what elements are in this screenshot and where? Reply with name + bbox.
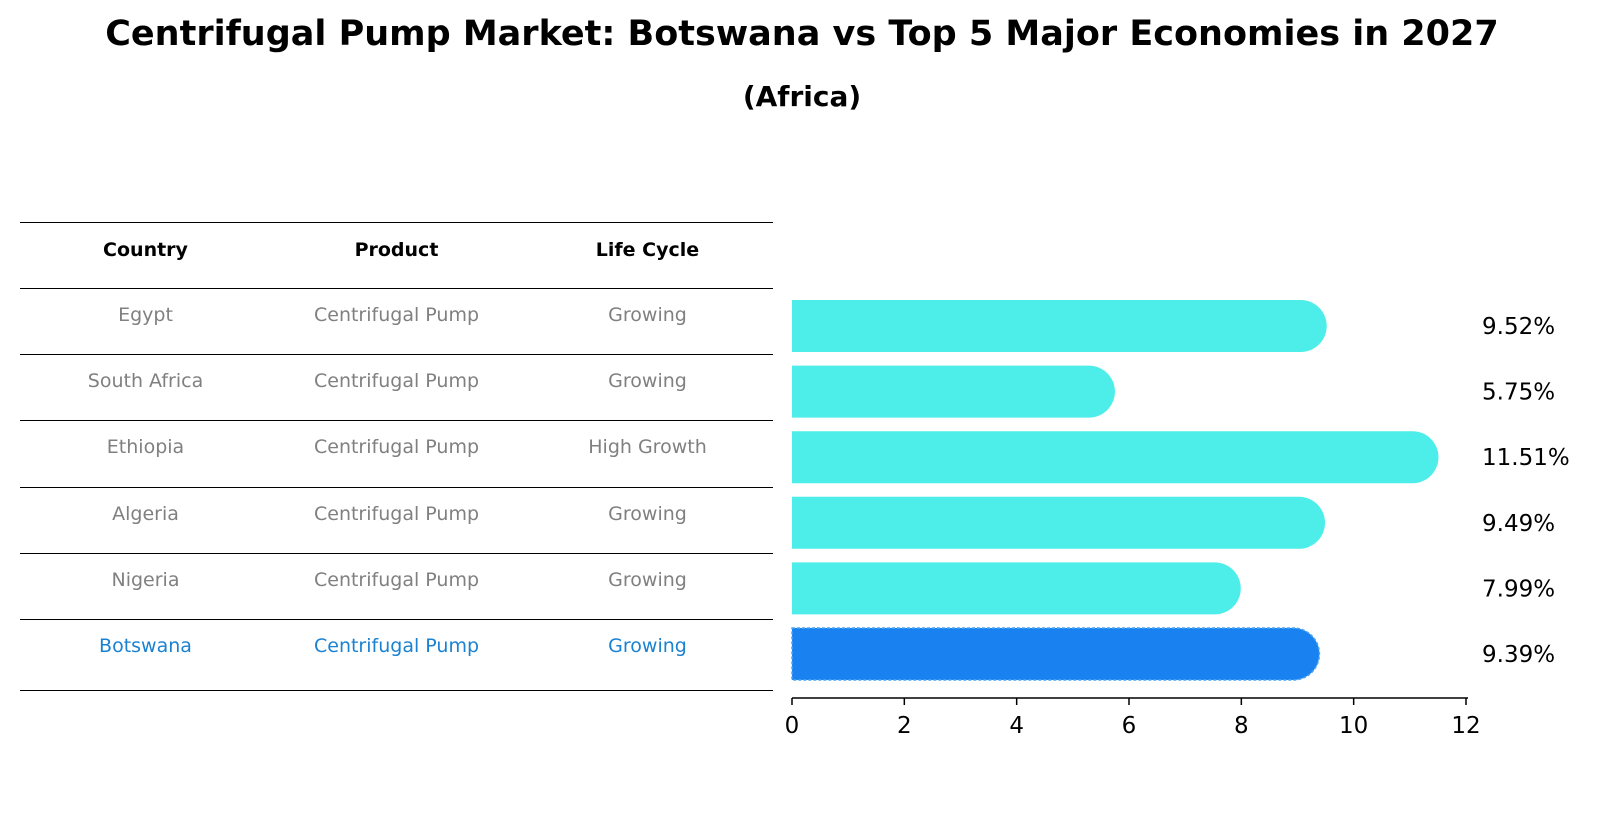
bar-ethiopia xyxy=(792,431,1439,484)
row-algeria-product: Centrifugal Pump xyxy=(313,503,480,525)
row-ethiopia-product: Centrifugal Pump xyxy=(313,436,480,458)
row-algeria-country: Algeria xyxy=(112,503,179,525)
row-ethiopia-life-cycle: High Growth xyxy=(588,436,707,458)
bar-value-label-ethiopia: 11.51% xyxy=(1482,445,1570,471)
header-product: Product xyxy=(354,239,439,261)
bar-egypt xyxy=(792,300,1327,352)
row-south-africa-country: South Africa xyxy=(87,370,204,392)
row-algeria-life-cycle: Growing xyxy=(608,503,687,525)
chart-title: Centrifugal Pump Market: Botswana vs Top… xyxy=(105,14,1499,54)
table-rule xyxy=(20,354,773,355)
bar-botswana xyxy=(791,627,1321,681)
header-life-cycle: Life Cycle xyxy=(595,239,700,261)
row-south-africa-product: Centrifugal Pump xyxy=(313,370,480,392)
row-botswana-product: Centrifugal Pump xyxy=(313,635,480,657)
table-rule xyxy=(20,487,773,488)
row-ethiopia-country: Ethiopia xyxy=(106,436,185,458)
x-tick-label: 0 xyxy=(785,713,800,739)
table-rule xyxy=(20,619,773,620)
chart-subtitle: (Africa) xyxy=(742,80,862,113)
bar-value-label-south-africa: 5.75% xyxy=(1482,380,1555,406)
bar-nigeria xyxy=(792,562,1241,615)
row-nigeria-product: Centrifugal Pump xyxy=(313,569,480,591)
row-botswana-life-cycle: Growing xyxy=(608,635,687,657)
x-tick-label: 12 xyxy=(1451,713,1480,739)
row-nigeria-life-cycle: Growing xyxy=(608,569,687,591)
bar-value-label-algeria: 9.49% xyxy=(1482,511,1555,537)
table-rule xyxy=(20,690,773,691)
row-nigeria-country: Nigeria xyxy=(111,569,180,591)
table-rule xyxy=(20,553,773,554)
table-rule xyxy=(20,420,773,421)
bar-value-label-botswana: 9.39% xyxy=(1482,642,1555,668)
bar-south-africa xyxy=(792,365,1115,418)
x-tick-label: 8 xyxy=(1234,713,1249,739)
row-egypt-product: Centrifugal Pump xyxy=(313,304,480,326)
x-tick-label: 6 xyxy=(1122,713,1137,739)
x-tick-label: 10 xyxy=(1339,713,1368,739)
x-tick-label: 4 xyxy=(1009,713,1024,739)
bar-value-label-egypt: 9.52% xyxy=(1482,314,1555,340)
x-tick-label: 2 xyxy=(897,713,912,739)
header-country: Country xyxy=(103,239,188,261)
row-botswana-country: Botswana xyxy=(99,635,192,657)
table-rule xyxy=(20,222,773,223)
bar-algeria xyxy=(792,496,1326,549)
row-egypt-country: Egypt xyxy=(118,304,173,326)
row-egypt-life-cycle: Growing xyxy=(608,304,687,326)
table-rule xyxy=(20,288,773,289)
row-south-africa-life-cycle: Growing xyxy=(608,370,687,392)
bar-value-label-nigeria: 7.99% xyxy=(1482,576,1555,602)
